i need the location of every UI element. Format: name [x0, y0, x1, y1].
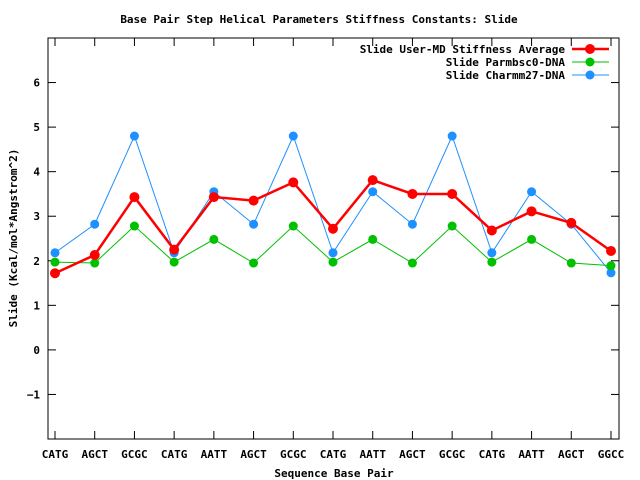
y-tick-label: 0 [33, 344, 40, 357]
x-tick-label: AATT [201, 448, 228, 461]
data-point [288, 131, 298, 141]
x-tick-label: GGCC [598, 448, 625, 461]
data-point [50, 268, 60, 279]
y-tick-label: 1 [33, 299, 40, 312]
data-point [447, 188, 458, 199]
chart-title: Base Pair Step Helical Parameters Stiffn… [120, 13, 518, 26]
x-tick-label: GCGC [439, 448, 466, 461]
data-point [90, 219, 100, 229]
series-1 [50, 221, 616, 271]
data-point [606, 245, 616, 256]
x-axis-label: Sequence Base Pair [274, 467, 394, 480]
data-point [367, 175, 378, 186]
legend-marker [585, 44, 595, 54]
x-tick-label: AATT [518, 448, 545, 461]
data-point [328, 248, 338, 258]
data-point [89, 249, 100, 260]
data-point [486, 225, 497, 236]
y-axis-label: Slide (Kcal/mol*Angstrom^2) [7, 149, 20, 328]
x-tick-label: AATT [359, 448, 386, 461]
x-tick-label: AGCT [81, 448, 108, 461]
legend-label: Slide User-MD Stiffness Average [360, 43, 566, 56]
data-point [208, 192, 219, 203]
x-tick-label: AGCT [558, 448, 585, 461]
series-0 [50, 131, 616, 278]
data-point [606, 261, 616, 271]
data-point [566, 258, 576, 268]
data-point [368, 187, 378, 197]
data-point [566, 217, 577, 228]
y-axis: −1 0 1 2 3 4 5 6 [27, 77, 619, 401]
y-tick-label: 2 [33, 255, 40, 268]
x-tick-label: CATG [42, 448, 69, 461]
data-point [169, 244, 180, 255]
series-2 [50, 175, 616, 279]
data-point [249, 219, 259, 229]
data-point [407, 258, 417, 268]
data-point [288, 221, 298, 231]
data-point [487, 248, 497, 258]
y-tick-label: −1 [27, 388, 41, 401]
x-tick-label: GCGC [280, 448, 307, 461]
data-point [288, 177, 299, 188]
data-point [50, 257, 60, 267]
data-point [249, 258, 259, 268]
legend-marker [585, 70, 595, 80]
data-point [169, 257, 179, 267]
data-point [606, 268, 616, 278]
x-tick-label: CATG [320, 448, 347, 461]
y-tick-label: 4 [33, 166, 40, 179]
data-point [447, 131, 457, 141]
data-point [328, 223, 338, 234]
data-point [129, 192, 140, 203]
x-tick-label: CATG [479, 448, 506, 461]
x-tick-label: CATG [161, 448, 188, 461]
data-point [248, 195, 259, 206]
y-tick-label: 6 [33, 77, 40, 90]
data-point [487, 257, 497, 267]
data-point [328, 257, 338, 267]
data-point [526, 206, 537, 217]
x-axis: CATG AGCT GCGC CATG AATT AGCT GCGC CATG AATT AGCT… [42, 38, 625, 461]
data-point [527, 187, 537, 197]
legend-marker [585, 57, 595, 67]
data-point [209, 234, 219, 244]
data-point [407, 188, 418, 199]
data-point [50, 248, 60, 258]
x-tick-label: GCGC [121, 448, 148, 461]
series-layer [50, 131, 616, 279]
data-point [407, 219, 417, 229]
data-point [447, 221, 457, 231]
data-point [129, 131, 139, 141]
x-tick-label: AGCT [240, 448, 267, 461]
y-tick-label: 5 [33, 121, 40, 134]
data-point [129, 221, 139, 231]
legend-label: Slide Parmbsc0-DNA [446, 56, 566, 69]
data-point [368, 234, 378, 244]
legend-label: Slide Charmm27-DNA [446, 69, 566, 82]
y-tick-label: 3 [33, 210, 40, 223]
x-tick-label: AGCT [399, 448, 426, 461]
data-point [527, 234, 537, 244]
data-point [90, 258, 100, 268]
